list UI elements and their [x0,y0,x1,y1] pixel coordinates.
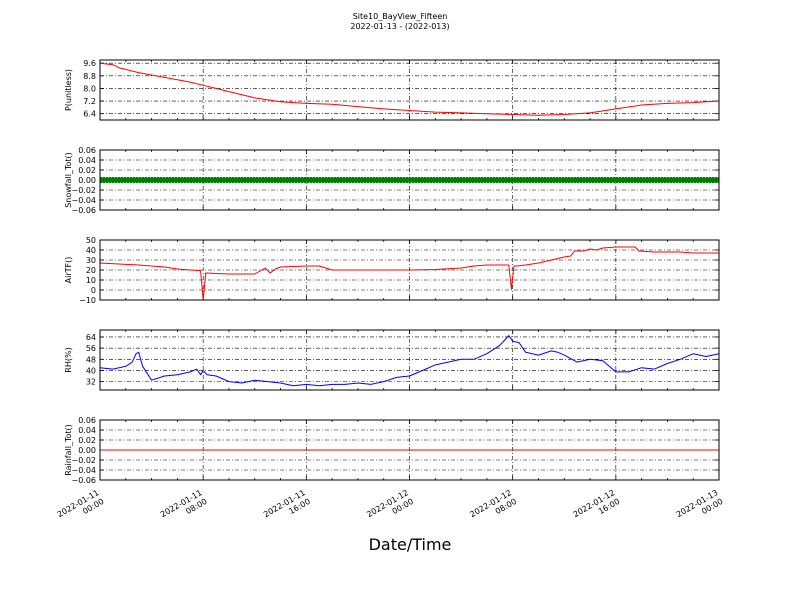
y-tick-label: 8.8 [83,72,96,81]
x-axis-label: Date/Time [369,535,452,554]
rh-panel: 64 56 48 40 32 RH(%) [64,329,720,391]
y-tick-label: 56 [86,344,96,353]
y-tick-label: −0.06 [71,476,96,485]
y-axis-label: AirTF() [64,257,73,284]
y-axis-label: RH(%) [64,347,73,372]
y-tick-label: 0.00 [78,176,96,185]
y-tick-label: 0.06 [78,416,96,425]
axes-frame [99,149,720,211]
y-tick-label: 7.2 [83,97,96,106]
y-tick-label: 40 [86,246,96,255]
y-tick-label: −0.06 [71,206,96,215]
y-axis-label: Snowfall_Tot() [64,152,73,208]
y-tick-label: −10 [79,296,96,305]
y-tick-label: 64 [86,333,96,342]
y-tick-label: 0.06 [78,146,96,155]
y-tick-label: 8.0 [83,84,96,93]
axes-frame [99,239,720,301]
snowfall-panel: 0.060.040.020.00−0.02−0.04−0.06Snowfall_… [64,146,720,215]
axes-frame [99,59,720,121]
y-axis-label: Rainfall_Tot() [64,424,73,476]
y-tick-label: −0.02 [71,186,96,195]
y-tick-label: 48 [86,355,96,364]
y-tick-label: 0 [91,286,96,295]
axes-frame [99,419,720,481]
y-tick-label: 0.04 [78,426,96,435]
y-tick-label: −0.02 [71,456,96,465]
airtemp-line [99,246,719,301]
rainfall-panel: 0.060.040.020.00−0.02−0.04−0.06Rainfall_… [64,416,720,485]
y-tick-label: 0.00 [78,446,96,455]
subplots: 9.68.88.07.26.4P(unitless)0.060.040.020.… [64,59,720,485]
y-tick-label: −0.04 [71,466,96,475]
axes-frame [99,329,720,391]
y-tick-label: 6.4 [83,110,96,119]
y-tick-label: 40 [86,366,96,375]
pressure-line [99,62,720,116]
y-tick-label: 50 [86,236,96,245]
pressure-panel: 9.6 8.8 8.0 7.2 6.4 P(unitless) [64,59,720,121]
chart-subtitle: 2022-01-13 - (2022-013) [350,22,449,31]
y-tick-label: 30 [86,256,96,265]
y-tick-label: 0.04 [78,156,96,165]
chart-title: Site10_BayView_Fifteen [353,12,448,21]
rh-line [99,335,720,387]
y-tick-label: 0.02 [78,166,96,175]
y-tick-label: 9.6 [83,59,96,68]
y-axis-label: P(unitless) [64,69,73,111]
y-tick-label: 10 [86,276,96,285]
y-tick-label: 32 [86,378,96,387]
y-tick-label: 0.02 [78,436,96,445]
y-tick-label: −0.04 [71,196,96,205]
y-tick-label: 20 [86,266,96,275]
